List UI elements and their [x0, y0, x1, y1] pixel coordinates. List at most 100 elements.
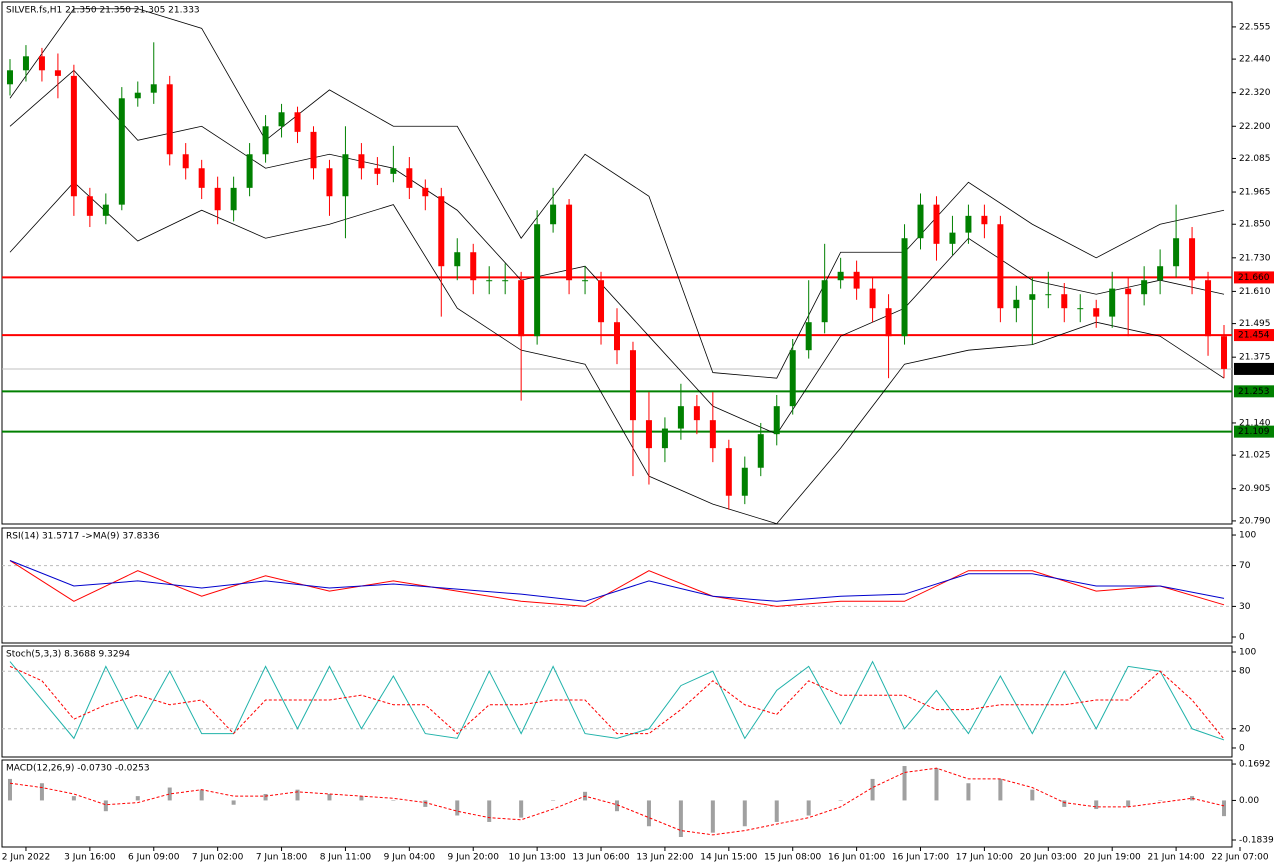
x-tick-label: 20 Jun 19:00: [1084, 853, 1141, 863]
candle-body: [901, 238, 908, 337]
indicator-line: [9, 665, 1225, 740]
level-label: 21.660: [1238, 273, 1270, 283]
level-label-box: [1234, 385, 1274, 398]
macd-bar: [1190, 796, 1195, 801]
candle-body: [566, 204, 573, 281]
candle-body: [1077, 308, 1084, 310]
macd-bar: [615, 800, 619, 812]
x-tick-label: 13 Jun 06:00: [572, 853, 629, 863]
x-tick-label: 16 Jun 01:00: [828, 853, 885, 863]
macd-bar: [71, 796, 76, 801]
indicator-line: [9, 767, 1225, 836]
candle-body: [118, 98, 125, 205]
y-tick-label: -0.1839: [1239, 835, 1274, 845]
panel-frame: [1, 527, 1233, 644]
macd-bar: [678, 800, 683, 837]
indicator-line: [9, 560, 1225, 602]
bollinger-lower: [9, 181, 1225, 525]
x-tick-label: 13 Jun 22:00: [636, 853, 693, 863]
macd-bar: [1062, 800, 1067, 807]
macd-bar: [934, 768, 939, 801]
level-label: 21.454: [1238, 331, 1270, 341]
panel-frame: [1, 1, 1233, 525]
candle-body: [22, 56, 29, 71]
candle-body: [1205, 280, 1212, 337]
y-tick-label: 22.440: [1239, 55, 1271, 65]
candle-body: [438, 196, 445, 267]
candle-body: [1157, 266, 1164, 281]
candle-body: [422, 187, 429, 197]
y-tick-label: 22.200: [1239, 122, 1271, 132]
y-tick-label: 21.140: [1239, 418, 1271, 428]
y-tick-label: 100: [1239, 647, 1256, 657]
candle-body: [70, 75, 77, 197]
candle-body: [885, 308, 892, 337]
candle-body: [757, 434, 764, 468]
x-tick-label: 22 Jun 07:00: [1211, 853, 1268, 863]
x-tick-label: 3 Jun 16:00: [64, 853, 116, 863]
macd-bar: [199, 789, 204, 801]
x-tick-label: 20 Jun 03:00: [1020, 853, 1077, 863]
x-tick-label: 14 Jun 15:00: [700, 853, 757, 863]
candle-body: [645, 420, 652, 449]
macd-bar: [838, 800, 843, 801]
macd-bar: [1222, 800, 1227, 817]
candle-body: [1061, 294, 1068, 309]
candle-body: [246, 154, 253, 188]
candle-body: [1029, 294, 1036, 300]
candle-body: [182, 154, 189, 169]
candle-body: [789, 350, 796, 407]
candle-body: [869, 288, 876, 309]
x-tick-label: 15 Jun 08:00: [764, 853, 821, 863]
y-tick-label: 21.025: [1239, 451, 1271, 461]
last-price-box: [1234, 362, 1274, 375]
candle-body: [933, 204, 940, 244]
candle-body: [1221, 336, 1228, 369]
macd-bar: [806, 800, 811, 816]
y-tick-label: 21.965: [1239, 188, 1271, 198]
macd-bar: [391, 800, 396, 801]
x-tick-label: 2 Jun 2022: [2, 853, 50, 863]
macd-bar: [295, 789, 300, 801]
x-tick-label: 16 Jun 17:00: [892, 853, 949, 863]
indicator-line: [9, 660, 1225, 741]
candle-body: [677, 406, 684, 429]
candle-body: [1013, 299, 1020, 309]
candle-body: [981, 215, 988, 225]
x-tick-label: 7 Jun 18:00: [256, 853, 308, 863]
candle-body: [102, 204, 109, 216]
candle-body: [997, 224, 1004, 309]
candle-body: [709, 420, 716, 449]
macd-bar: [1094, 800, 1099, 810]
candle-body: [1141, 280, 1148, 295]
candle-body: [310, 131, 317, 169]
level-label-box: [1234, 329, 1274, 342]
candle-body: [693, 406, 700, 421]
level-label: 21.109: [1238, 427, 1270, 437]
candle-body: [1125, 288, 1132, 295]
y-tick-label: 22.555: [1239, 22, 1271, 32]
candle-body: [326, 168, 333, 197]
candle-body: [661, 428, 668, 449]
y-tick-label: 20.905: [1239, 484, 1271, 494]
y-tick-label: 21.495: [1239, 319, 1271, 329]
candle-body: [358, 154, 365, 169]
candle-body: [534, 224, 541, 337]
macd-bar: [327, 793, 332, 801]
macd-bar: [167, 787, 172, 801]
panel-title: RSI(14) 31.5717 ->MA(9) 37.8336: [6, 532, 160, 542]
y-tick-label: 21.610: [1239, 287, 1271, 297]
candle-body: [502, 280, 509, 282]
y-tick-label: 0: [1239, 743, 1245, 753]
y-tick-label: 22.085: [1239, 154, 1271, 164]
candle-body: [406, 168, 413, 188]
macd-bar: [135, 796, 140, 801]
macd-bar: [710, 800, 715, 833]
candle-body: [805, 322, 812, 351]
bollinger-upper: [9, 8, 1225, 379]
panel-title: Stoch(5,3,3) 8.3688 9.3294: [6, 650, 130, 660]
candle-body: [821, 280, 828, 323]
candle-body: [518, 280, 525, 337]
macd-bar: [103, 800, 108, 812]
